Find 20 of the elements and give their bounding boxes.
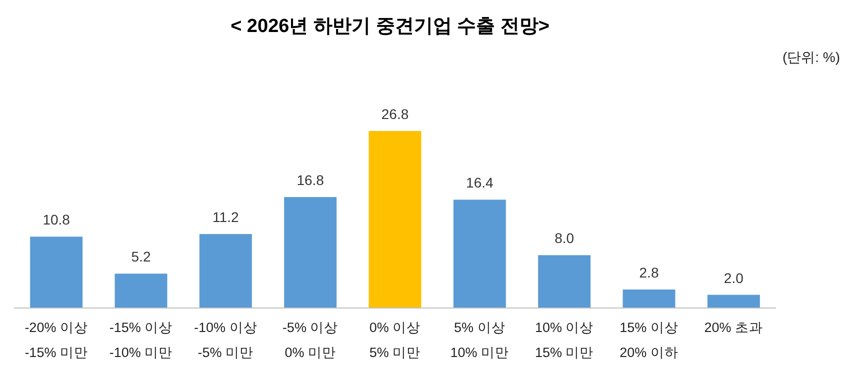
x-tick-label: 20% 초과	[704, 320, 764, 335]
data-label: 2.8	[639, 264, 659, 281]
data-label: 26.8	[381, 106, 409, 122]
data-label: 2.0	[724, 270, 744, 286]
x-tick-label: 10% 이상 15% 미만	[534, 320, 594, 360]
x-tick-label: 0% 이상 5% 미만	[369, 320, 421, 360]
title: < 2026년 하반기 중견기업 수출 전망>	[230, 16, 550, 37]
data-label: 16.4	[466, 174, 494, 191]
data-label: 16.8	[296, 172, 324, 188]
x-tick-label: -5% 이상 0% 미만	[282, 320, 338, 360]
text: (단위: %)	[782, 49, 840, 65]
data-label: 11.2	[212, 209, 239, 226]
x-tick-label: -20% 이상 -15% 미만	[24, 320, 88, 360]
data-label: 10.8	[42, 212, 70, 228]
x-tick-label: -10% 이상 -5% 미만	[194, 320, 258, 360]
x-tick-label: 5% 이상 10% 미만	[450, 320, 510, 360]
x-tick-label: 15% 이상 20% 이하	[620, 320, 678, 360]
data-label: 5.2	[131, 248, 151, 265]
data-label: 8.0	[554, 230, 574, 246]
x-tick-label: -15% 이상 -10% 미만	[109, 320, 173, 360]
